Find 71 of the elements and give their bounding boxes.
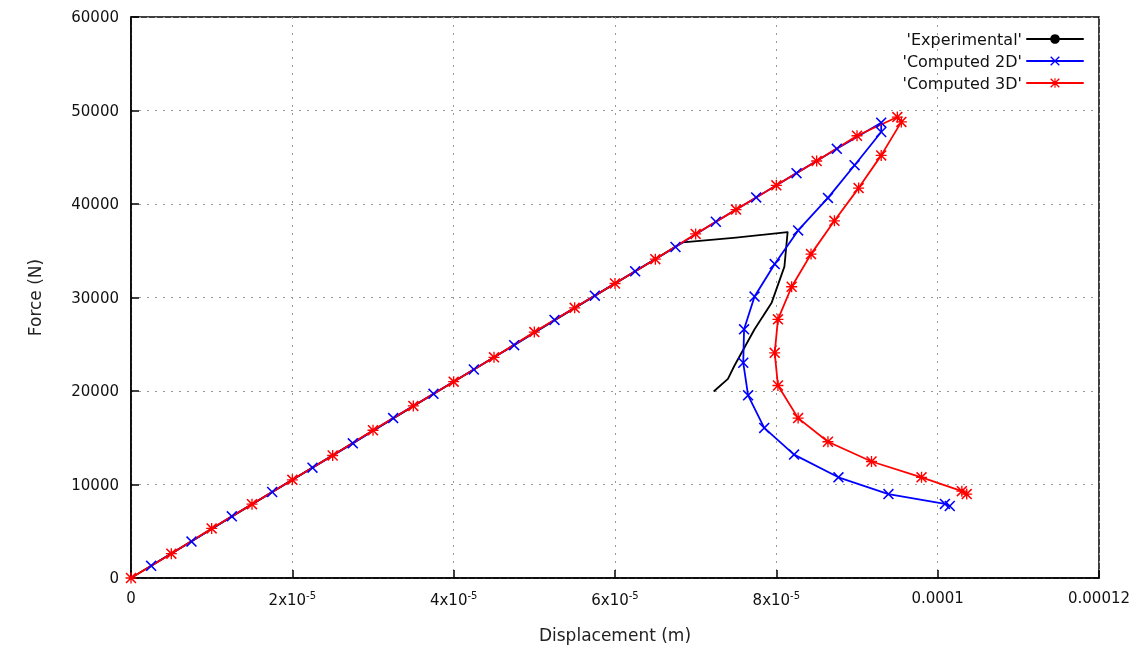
point [730, 204, 742, 216]
point [609, 277, 621, 289]
point [769, 258, 781, 270]
point [488, 351, 500, 363]
point [738, 323, 750, 335]
point [831, 143, 843, 155]
point [549, 314, 560, 326]
point [737, 357, 749, 369]
point [407, 400, 419, 412]
point [165, 548, 177, 560]
point [961, 488, 973, 500]
point [528, 326, 540, 338]
point [750, 191, 762, 203]
point [710, 216, 722, 228]
point [772, 379, 784, 391]
point [769, 347, 781, 359]
y-tick-label: 20000 [71, 382, 119, 400]
y-tick-label: 50000 [71, 101, 119, 120]
point [805, 248, 817, 260]
point [226, 510, 238, 522]
point [811, 155, 823, 167]
point [186, 536, 197, 548]
y-tick-label: 30000 [71, 288, 119, 307]
point [822, 192, 834, 204]
point [670, 241, 681, 253]
point [387, 412, 399, 424]
legend-label: 'Experimental' [906, 29, 1022, 49]
x-tick-label: 0.00012 [1067, 588, 1131, 607]
point [448, 376, 460, 388]
point [690, 228, 702, 240]
point [749, 291, 761, 303]
x-axis-title: Displacement (m) [538, 624, 692, 645]
point [629, 265, 641, 277]
point [822, 436, 834, 448]
y-tick-label: 60000 [71, 8, 119, 26]
point [851, 130, 863, 142]
point [895, 116, 907, 128]
point [508, 339, 520, 351]
point [849, 159, 861, 171]
point [788, 449, 800, 461]
legend-label: 'Computed 2D' [902, 51, 1022, 71]
point [770, 179, 782, 191]
point [347, 437, 359, 449]
y-axis-title: Force (N) [24, 258, 45, 337]
point [786, 281, 798, 293]
point [882, 488, 894, 500]
legend-label: 'Computed 3D' [902, 73, 1022, 93]
y-tick-label: 0 [109, 569, 119, 587]
y-tick-label: 40000 [71, 195, 119, 213]
x-tick-label: 0.0001 [911, 588, 964, 607]
x-tick-label: 0 [126, 588, 136, 607]
point [772, 313, 784, 325]
point [589, 290, 601, 302]
point [875, 126, 887, 138]
point [145, 560, 157, 572]
point [742, 389, 754, 401]
point [367, 424, 379, 436]
point [428, 388, 439, 400]
point [307, 462, 318, 474]
point [792, 412, 804, 424]
point [266, 486, 278, 498]
point [791, 167, 802, 179]
point [758, 422, 770, 434]
point [853, 182, 865, 194]
point [246, 498, 258, 510]
point [866, 456, 878, 467]
point [944, 500, 956, 512]
point [792, 224, 804, 236]
point [832, 471, 844, 483]
y-tick-label: 10000 [71, 475, 119, 494]
point [468, 363, 480, 375]
